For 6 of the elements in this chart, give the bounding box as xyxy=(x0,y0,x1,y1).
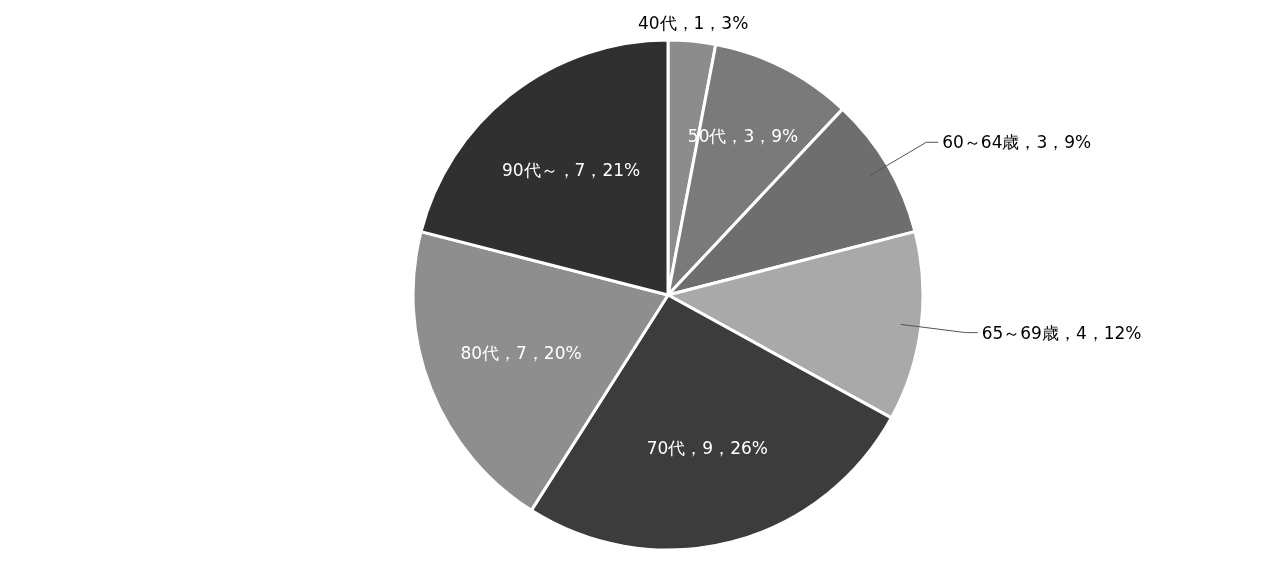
slice-label: 65～69歳，4，12% xyxy=(981,322,1142,343)
slice-label: 90代～，7，21% xyxy=(501,160,641,181)
slice-label: 40代，1，3% xyxy=(637,13,749,34)
slice-label: 80代，7，20% xyxy=(460,343,582,364)
slice-label: 70代，9，26% xyxy=(646,438,768,459)
slice-label: 60～64歳，3，9% xyxy=(942,132,1092,153)
